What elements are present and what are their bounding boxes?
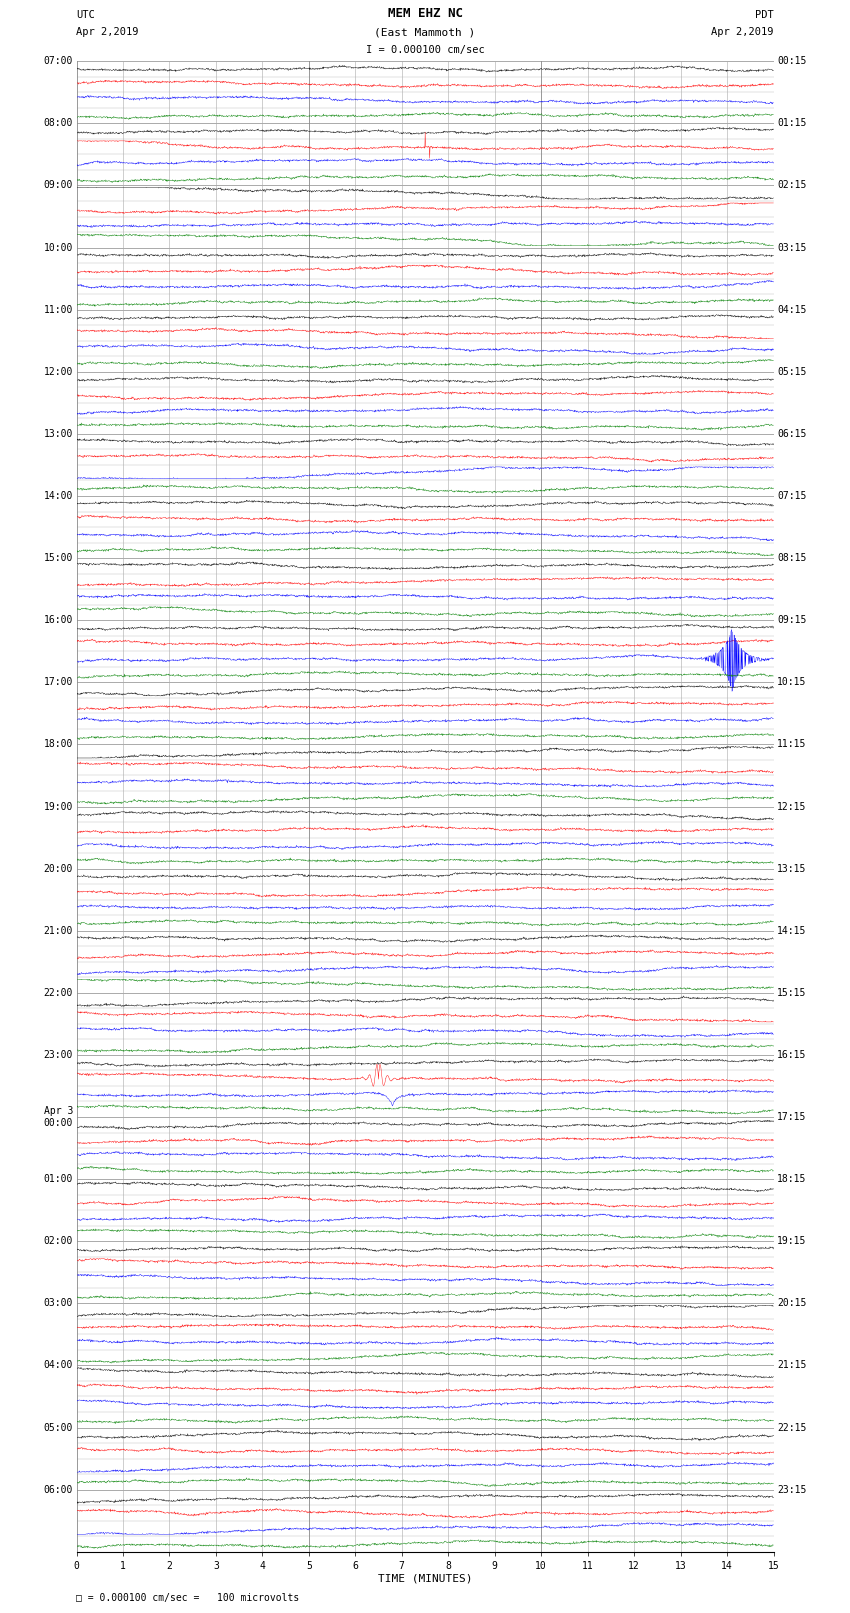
Text: 15:00: 15:00 bbox=[43, 553, 73, 563]
Text: 02:00: 02:00 bbox=[43, 1236, 73, 1247]
Text: (East Mammoth ): (East Mammoth ) bbox=[374, 27, 476, 37]
Text: 00:15: 00:15 bbox=[777, 56, 807, 66]
Text: 11:15: 11:15 bbox=[777, 739, 807, 750]
X-axis label: TIME (MINUTES): TIME (MINUTES) bbox=[377, 1574, 473, 1584]
Text: 10:15: 10:15 bbox=[777, 677, 807, 687]
Text: 22:15: 22:15 bbox=[777, 1423, 807, 1432]
Text: Apr 2,2019: Apr 2,2019 bbox=[711, 27, 774, 37]
Text: 01:15: 01:15 bbox=[777, 118, 807, 129]
Text: PDT: PDT bbox=[755, 10, 774, 19]
Text: 02:15: 02:15 bbox=[777, 181, 807, 190]
Text: 19:00: 19:00 bbox=[43, 802, 73, 811]
Text: □ = 0.000100 cm/sec =   100 microvolts: □ = 0.000100 cm/sec = 100 microvolts bbox=[76, 1594, 300, 1603]
Text: 08:00: 08:00 bbox=[43, 118, 73, 129]
Text: 17:00: 17:00 bbox=[43, 677, 73, 687]
Text: Apr 3: Apr 3 bbox=[43, 1107, 73, 1116]
Text: 20:00: 20:00 bbox=[43, 863, 73, 874]
Text: 23:00: 23:00 bbox=[43, 1050, 73, 1060]
Text: 11:00: 11:00 bbox=[43, 305, 73, 315]
Text: 05:15: 05:15 bbox=[777, 366, 807, 377]
Text: 20:15: 20:15 bbox=[777, 1298, 807, 1308]
Text: Apr 2,2019: Apr 2,2019 bbox=[76, 27, 139, 37]
Text: 12:15: 12:15 bbox=[777, 802, 807, 811]
Text: 21:15: 21:15 bbox=[777, 1360, 807, 1371]
Text: 10:00: 10:00 bbox=[43, 242, 73, 253]
Text: UTC: UTC bbox=[76, 10, 95, 19]
Text: 04:00: 04:00 bbox=[43, 1360, 73, 1371]
Text: 00:00: 00:00 bbox=[43, 1118, 73, 1127]
Text: 15:15: 15:15 bbox=[777, 987, 807, 998]
Text: I = 0.000100 cm/sec: I = 0.000100 cm/sec bbox=[366, 45, 484, 55]
Text: 01:00: 01:00 bbox=[43, 1174, 73, 1184]
Text: 07:15: 07:15 bbox=[777, 490, 807, 502]
Text: 21:00: 21:00 bbox=[43, 926, 73, 936]
Text: 13:15: 13:15 bbox=[777, 863, 807, 874]
Text: 14:00: 14:00 bbox=[43, 490, 73, 502]
Text: 14:15: 14:15 bbox=[777, 926, 807, 936]
Text: 16:00: 16:00 bbox=[43, 615, 73, 626]
Text: 17:15: 17:15 bbox=[777, 1111, 807, 1123]
Text: 22:00: 22:00 bbox=[43, 987, 73, 998]
Text: 09:00: 09:00 bbox=[43, 181, 73, 190]
Text: 03:15: 03:15 bbox=[777, 242, 807, 253]
Text: 05:00: 05:00 bbox=[43, 1423, 73, 1432]
Text: 08:15: 08:15 bbox=[777, 553, 807, 563]
Text: 13:00: 13:00 bbox=[43, 429, 73, 439]
Text: 09:15: 09:15 bbox=[777, 615, 807, 626]
Text: 07:00: 07:00 bbox=[43, 56, 73, 66]
Text: 16:15: 16:15 bbox=[777, 1050, 807, 1060]
Text: 12:00: 12:00 bbox=[43, 366, 73, 377]
Text: 06:00: 06:00 bbox=[43, 1484, 73, 1495]
Text: 06:15: 06:15 bbox=[777, 429, 807, 439]
Text: 04:15: 04:15 bbox=[777, 305, 807, 315]
Text: 23:15: 23:15 bbox=[777, 1484, 807, 1495]
Text: MEM EHZ NC: MEM EHZ NC bbox=[388, 6, 462, 19]
Text: 03:00: 03:00 bbox=[43, 1298, 73, 1308]
Text: 18:00: 18:00 bbox=[43, 739, 73, 750]
Text: 19:15: 19:15 bbox=[777, 1236, 807, 1247]
Text: 18:15: 18:15 bbox=[777, 1174, 807, 1184]
